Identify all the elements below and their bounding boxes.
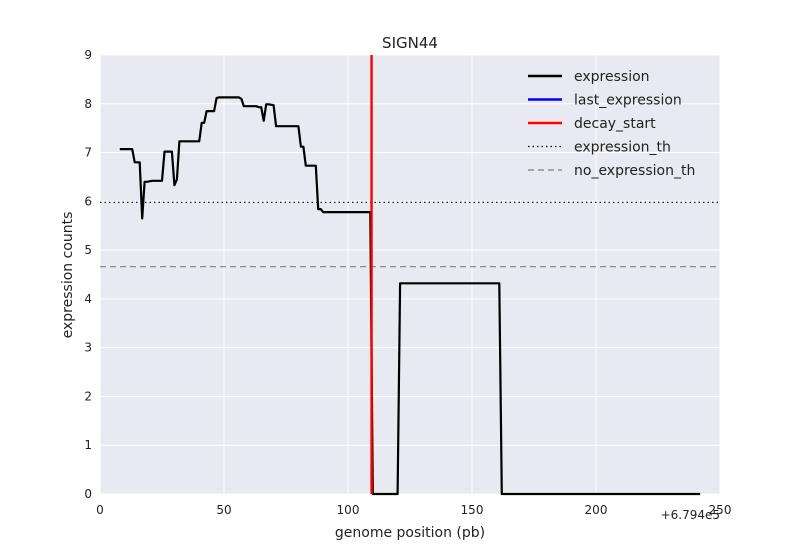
legend-label-no_expression_th: no_expression_th	[574, 163, 695, 179]
y-axis-label: expression counts	[60, 212, 76, 339]
y-tick-label: 4	[84, 292, 92, 306]
y-tick-label: 5	[84, 243, 92, 257]
chart-title: SIGN44	[382, 34, 438, 52]
x-tick-label: 0	[96, 503, 104, 517]
y-tick-label: 9	[84, 48, 92, 62]
legend-label-last_expression: last_expression	[574, 93, 682, 109]
x-tick-label: 150	[461, 503, 484, 517]
x-tick-label: 200	[585, 503, 608, 517]
legend-label-decay_start: decay_start	[574, 116, 656, 132]
y-tick-label: 6	[84, 194, 92, 208]
y-tick-label: 0	[84, 487, 92, 501]
x-offset-label: +6.794e5	[661, 508, 720, 522]
tick-labels: 0 50 100 150 200 250 0 1 2 3 4 5 6 7 8 9	[84, 48, 731, 517]
plot-area	[100, 55, 720, 494]
series-line-expression	[119, 96, 701, 496]
y-tick-label: 3	[84, 341, 92, 355]
grid-lines	[99, 54, 721, 495]
series-lines	[119, 55, 701, 496]
x-tick-label: 100	[337, 503, 360, 517]
x-tick-label: 250	[709, 503, 732, 517]
y-tick-label: 7	[84, 146, 92, 160]
y-tick-label: 8	[84, 97, 92, 111]
y-tick-label: 2	[84, 389, 92, 403]
legend: expression last_expression decay_startexpr…	[528, 69, 695, 179]
legend-label-expression_th: expression_th	[574, 140, 671, 156]
threshold-lines	[100, 201, 720, 268]
legend-label-expression: expression	[574, 69, 650, 85]
x-axis-label: genome position (pb)	[335, 525, 485, 541]
x-tick-label: 50	[216, 503, 231, 517]
y-tick-label: 1	[84, 438, 92, 452]
